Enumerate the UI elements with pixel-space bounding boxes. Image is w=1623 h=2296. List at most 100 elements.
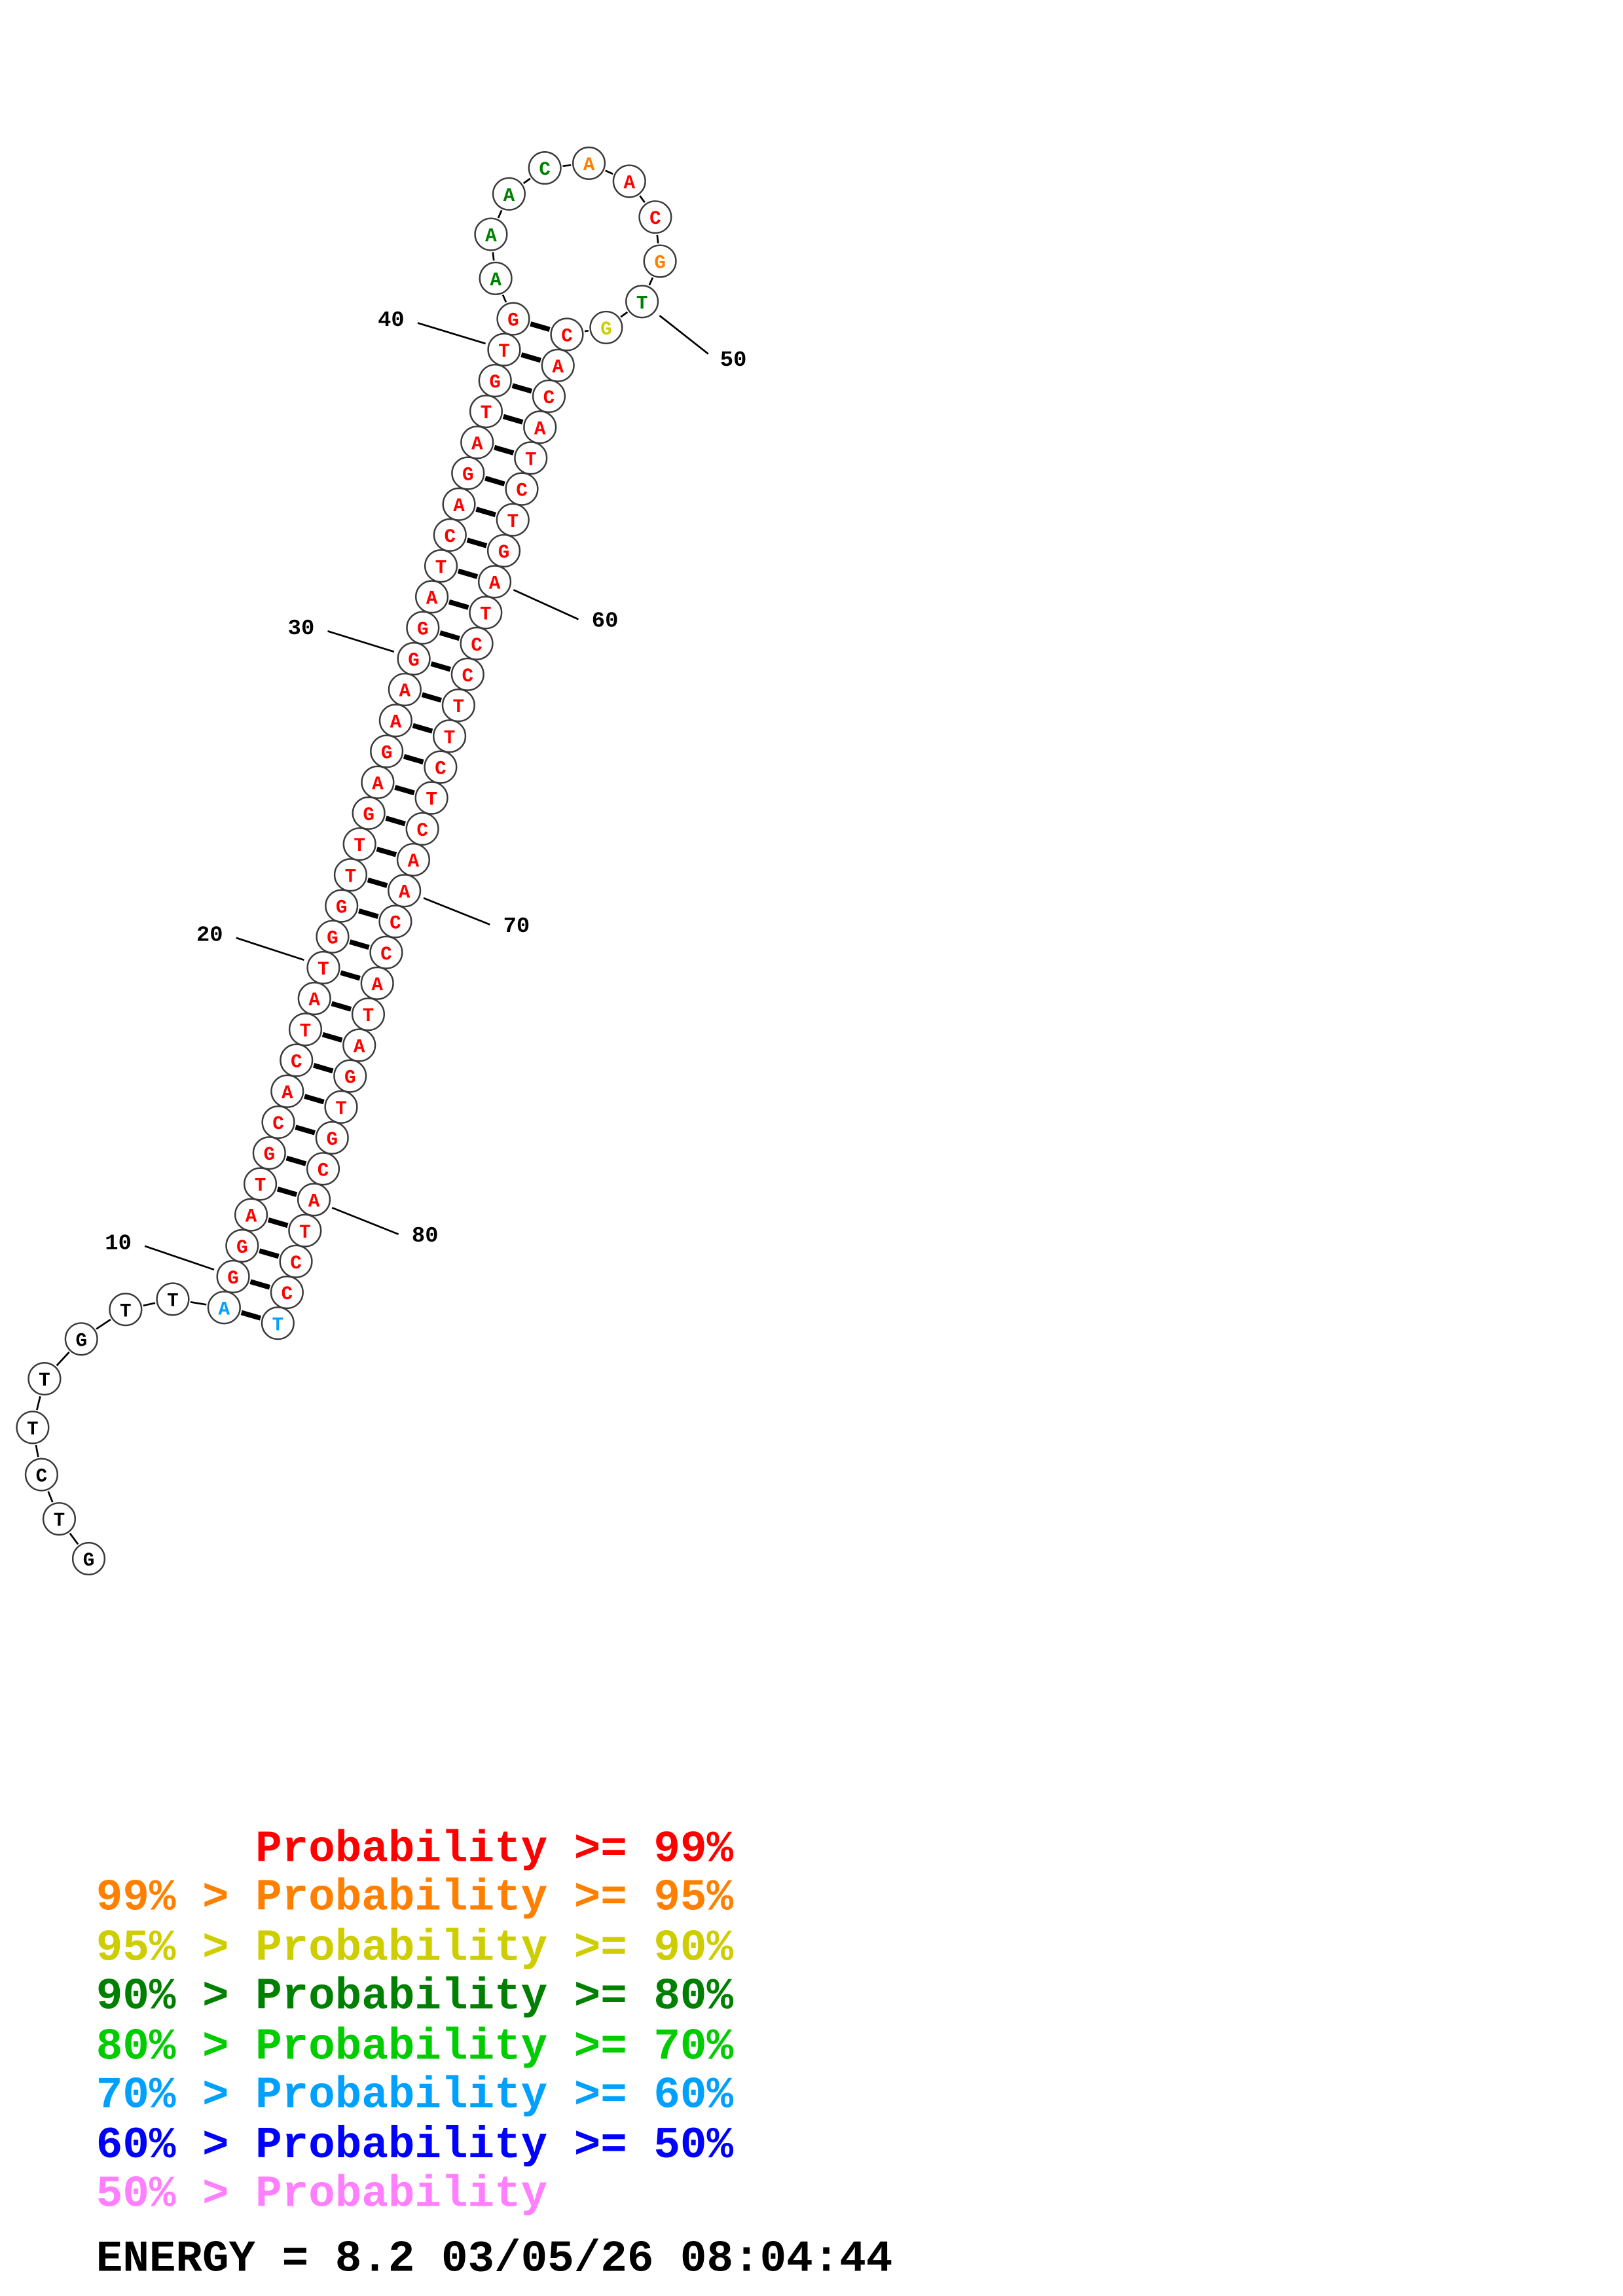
base-circle <box>451 456 485 490</box>
base-letter: T <box>426 789 437 811</box>
base-circle <box>442 487 476 521</box>
base-letter: A <box>471 434 483 456</box>
base-circle <box>378 704 412 738</box>
backbone-line <box>605 170 613 175</box>
base-circle <box>216 1259 250 1294</box>
base-circle <box>492 177 526 211</box>
base-circle <box>433 518 467 552</box>
base-circle <box>306 1152 340 1186</box>
base-circle <box>71 1541 106 1576</box>
base-letter: C <box>416 820 428 842</box>
base-circle <box>638 200 672 234</box>
base-circle <box>441 689 475 723</box>
base-letter: T <box>481 403 492 424</box>
legend-line: 50% > Probability <box>96 2170 547 2220</box>
base-letter: A <box>623 172 635 194</box>
base-circle <box>109 1293 143 1327</box>
base-circle <box>414 580 449 614</box>
label-leader-line <box>417 322 486 345</box>
base-circle <box>360 966 394 1000</box>
base-letter: C <box>390 913 401 935</box>
base-letter: G <box>327 928 338 950</box>
base-letter: A <box>372 774 384 795</box>
base-letter: A <box>426 588 438 609</box>
base-pair-line <box>267 1217 289 1229</box>
base-letter: T <box>525 449 537 471</box>
base-circle <box>270 1074 304 1108</box>
base-letter: G <box>227 1268 239 1289</box>
base-circle <box>532 379 566 413</box>
base-letter: T <box>480 604 492 626</box>
base-circle <box>460 626 494 660</box>
base-letter: G <box>363 804 374 826</box>
label-leader-line <box>659 315 709 355</box>
base-letter: T <box>507 511 519 533</box>
label-leader-line <box>423 897 490 925</box>
base-circle <box>315 1121 349 1155</box>
position-label: 70 <box>503 914 530 939</box>
base-letter: G <box>381 743 393 764</box>
label-leader-line <box>513 588 579 620</box>
base-letter: A <box>503 185 515 207</box>
base-pair-line <box>367 877 388 888</box>
base-letter: C <box>561 326 573 348</box>
label-leader-line <box>236 937 304 961</box>
legend-line: 90% > Probability >= 80% <box>96 1973 734 2022</box>
base-circle <box>550 317 584 351</box>
base-circle <box>342 827 376 861</box>
base-letter: A <box>308 990 320 1011</box>
base-circle <box>424 549 458 583</box>
base-letter: T <box>318 959 329 980</box>
legend-line: Probability >= 99% <box>255 1825 733 1874</box>
base-circle <box>523 410 557 444</box>
base-letter: T <box>354 835 365 857</box>
base-letter: A <box>485 226 497 247</box>
base-letter: C <box>318 1160 329 1181</box>
base-letter: T <box>167 1291 179 1312</box>
base-letter: G <box>600 319 612 340</box>
base-circle <box>252 1136 286 1170</box>
base-circle <box>333 858 367 892</box>
base-circle <box>234 1198 268 1232</box>
base-letter: C <box>516 480 528 502</box>
base-circle <box>486 533 521 568</box>
base-pair-line <box>530 321 551 332</box>
legend-line: 80% > Probability >= 70% <box>96 2022 734 2072</box>
base-pair-line <box>448 599 469 610</box>
base-letter: A <box>246 1206 257 1228</box>
base-letter: G <box>507 310 519 332</box>
base-pair-line <box>475 507 496 518</box>
base-circle <box>572 146 606 180</box>
base-letter: T <box>299 1222 311 1244</box>
position-label: 20 <box>196 923 223 948</box>
base-letter: C <box>444 526 456 548</box>
base-letter: C <box>471 635 483 656</box>
base-pair-line <box>494 444 515 456</box>
energy-text: ENERGY = 8.2 03/05/26 08:04:44 <box>96 2235 893 2285</box>
base-circle <box>297 981 331 1016</box>
position-label: 50 <box>720 348 747 373</box>
base-pair-line <box>331 1001 352 1012</box>
backbone-line <box>501 295 507 303</box>
base-pair-line <box>403 753 424 764</box>
base-circle <box>325 889 359 923</box>
base-circle <box>612 164 646 198</box>
base-circle <box>477 565 512 599</box>
base-circle <box>541 348 575 382</box>
base-circle <box>450 657 484 691</box>
base-circle <box>487 332 521 367</box>
base-circle <box>207 1291 241 1325</box>
base-circle <box>297 1183 331 1217</box>
base-pair-line <box>466 537 488 548</box>
base-circle <box>496 503 530 537</box>
base-circle <box>405 812 439 846</box>
base-letter: C <box>272 1113 284 1135</box>
base-letter: A <box>371 975 383 996</box>
base-circle <box>270 1276 304 1310</box>
base-letter: A <box>583 154 595 176</box>
base-circle <box>333 1059 367 1093</box>
base-circle <box>478 363 512 398</box>
base-letter: T <box>27 1419 39 1441</box>
base-letter: C <box>435 759 447 780</box>
